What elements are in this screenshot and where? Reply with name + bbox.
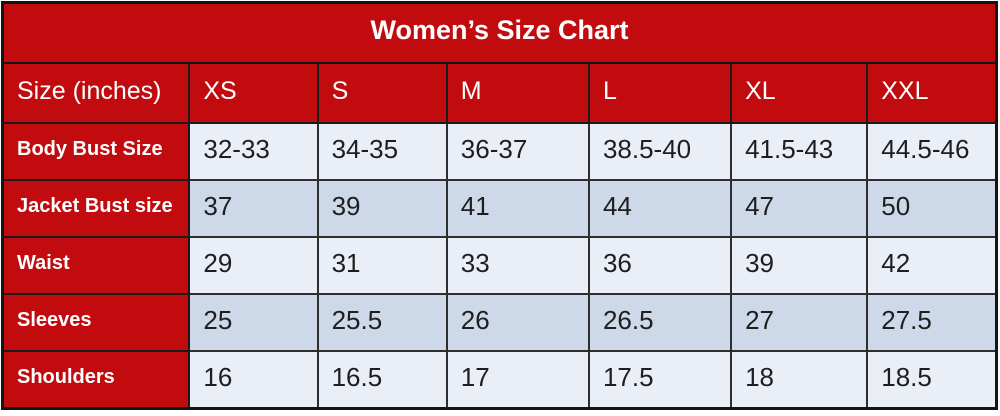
chart-title: Women’s Size Chart xyxy=(1,1,998,64)
size-cell: 16 xyxy=(188,349,319,410)
table-row-jacket-bust-size: Jacket Bust size 37 39 41 44 47 50 xyxy=(1,178,998,238)
column-header-xxl: XXL xyxy=(866,62,998,124)
size-cell: 29 xyxy=(188,235,319,295)
column-header-l: L xyxy=(587,62,733,124)
row-label-waist: Waist xyxy=(1,235,191,295)
table-row-body-bust-size: Body Bust Size 32-33 34-35 36-37 38.5-40… xyxy=(1,122,998,181)
column-header-xl: XL xyxy=(730,62,869,124)
size-cell: 33 xyxy=(445,235,590,295)
size-cell: 25.5 xyxy=(316,292,448,352)
size-cell: 25 xyxy=(188,292,319,352)
table-row-waist: Waist 29 31 33 36 39 42 xyxy=(1,235,998,295)
size-cell: 27.5 xyxy=(866,292,998,352)
size-cell: 44.5-46 xyxy=(866,122,998,181)
size-cell: 17 xyxy=(445,349,590,410)
size-cell: 34-35 xyxy=(316,122,448,181)
column-header-size-inches: Size (inches) xyxy=(1,62,191,124)
table-row-sleeves: Sleeves 25 25.5 26 26.5 27 27.5 xyxy=(1,292,998,352)
row-label-jacket-bust-size: Jacket Bust size xyxy=(1,178,191,238)
size-cell: 36 xyxy=(587,235,733,295)
size-cell: 41 xyxy=(445,178,590,238)
size-cell: 32-33 xyxy=(188,122,319,181)
size-cell: 26.5 xyxy=(587,292,733,352)
column-header-m: M xyxy=(445,62,590,124)
row-label-body-bust-size: Body Bust Size xyxy=(1,122,191,181)
table-row-shoulders: Shoulders 16 16.5 17 17.5 18 18.5 xyxy=(1,349,998,410)
size-cell: 16.5 xyxy=(316,349,448,410)
size-cell: 41.5-43 xyxy=(730,122,869,181)
size-cell: 39 xyxy=(316,178,448,238)
size-cell: 42 xyxy=(866,235,998,295)
size-cell: 44 xyxy=(587,178,733,238)
size-cell: 17.5 xyxy=(587,349,733,410)
column-header-s: S xyxy=(316,62,448,124)
size-cell: 38.5-40 xyxy=(587,122,733,181)
size-cell: 37 xyxy=(188,178,319,238)
size-cell: 50 xyxy=(866,178,998,238)
size-cell: 27 xyxy=(730,292,869,352)
size-cell: 26 xyxy=(445,292,590,352)
size-cell: 31 xyxy=(316,235,448,295)
size-cell: 47 xyxy=(730,178,869,238)
row-label-sleeves: Sleeves xyxy=(1,292,191,352)
size-cell: 39 xyxy=(730,235,869,295)
column-header-xs: XS xyxy=(188,62,319,124)
size-cell: 36-37 xyxy=(445,122,590,181)
row-label-shoulders: Shoulders xyxy=(1,349,191,410)
size-cell: 18.5 xyxy=(866,349,998,410)
size-cell: 18 xyxy=(730,349,869,410)
